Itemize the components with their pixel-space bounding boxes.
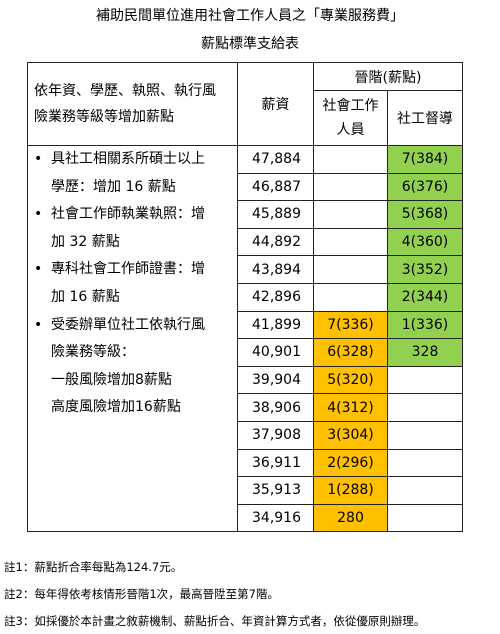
social-worker-cell (313, 200, 388, 229)
supervisor-cell: 7(384) (387, 145, 463, 174)
data-row: 41,899 7(336) 1(336) (28, 310, 463, 340)
social-worker-cell: 5(320) (313, 365, 388, 395)
criteria-line: • 受委辦單位社工依執行風 (28, 312, 237, 340)
supervisor-cell (387, 476, 463, 505)
salary-cell: 45,889 (237, 200, 314, 229)
criteria-text: 專科社會工作師證書：增 (51, 261, 205, 278)
salary-cell: 38,906 (237, 393, 314, 422)
header-line: 險業務等級等增加薪點 (34, 109, 174, 125)
social-worker-cell: 4(312) (313, 393, 388, 422)
salary-cell: 46,887 (237, 172, 314, 202)
note: 註2：每年得依考核情形晉階1次，最高晉陞至第7階。 (4, 587, 279, 601)
salary-cell: 40,901 (237, 338, 314, 367)
criteria-line: 加 32 薪點 (28, 229, 237, 257)
title: 補助民間單位進用社會工作人員之「專業服務費」 (96, 8, 404, 24)
salary-cell: 39,904 (237, 365, 314, 395)
data-row: 44,892 4(360) (28, 227, 463, 257)
criteria-line: 學歷：增加 16 薪點 (28, 174, 237, 202)
salary-table: 依年資、學歷、執照、執行風 險業務等級等增加薪點 薪資 晉階(薪點) 社會工作 人員 社工督… (27, 62, 463, 533)
data-row: 42,896 2(344) (28, 282, 463, 312)
criteria-line: 一般風險增加8薪點 (28, 367, 237, 395)
social-worker-cell: 7(336) (313, 310, 388, 340)
supervisor-cell: 3(352) (387, 255, 463, 284)
bullet: • (34, 261, 43, 278)
supervisor-header: 社工督導 (387, 90, 463, 146)
social-worker-cell: 6(328) (313, 338, 388, 367)
salary-header: 薪資 (237, 62, 314, 146)
data-row: 35,913 1(288) (28, 476, 463, 505)
criteria-text: 社會工作師執業執照：增 (51, 206, 205, 223)
subtitle: 薪點標準支給表 (201, 36, 299, 52)
salary-cell: 35,913 (237, 476, 314, 505)
criteria-text: 學歷：增加 16 薪點 (51, 178, 176, 195)
salary-cell: 36,911 (237, 448, 314, 478)
bullet: • (34, 316, 43, 333)
data-row: 46,887 6(376) (28, 172, 463, 202)
supervisor-cell (387, 420, 463, 450)
criteria-line: • 專科社會工作師證書：增 (28, 256, 237, 284)
supervisor-cell (387, 448, 463, 478)
salary-cell: 37,908 (237, 420, 314, 450)
supervisor-cell: 328 (387, 338, 463, 367)
data-row: 45,889 5(368) (28, 200, 463, 229)
salary-cell: 43,894 (237, 255, 314, 284)
header-row: 依年資、學歷、執照、執行風 險業務等級等增加薪點 薪資 晉階(薪點) (27, 62, 463, 146)
criteria-text: 加 32 薪點 (51, 233, 120, 250)
data-row: 37,908 3(304) (28, 420, 463, 450)
salary-cell: 47,884 (237, 145, 314, 174)
data-row: • 具社工相關系所碩士以上 學歷：增加 16 薪點 • 社會工作師執業執照：增加 32 … (27, 144, 463, 533)
supervisor-cell: 2(344) (387, 282, 463, 312)
header-line: 社會工作 (322, 98, 379, 114)
criteria-text: 加 16 薪點 (51, 288, 120, 305)
bullet: • (34, 151, 43, 167)
data-row: 39,904 5(320) (28, 365, 463, 395)
social-worker-header: 社會工作 人員 (313, 90, 388, 146)
data-row: 40,901 6(328) 328 (28, 338, 463, 367)
social-worker-cell (313, 255, 388, 284)
criteria-cell: • 具社工相關系所碩士以上 學歷：增加 16 薪點 • 社會工作師執業執照：增加 32 … (27, 144, 238, 533)
header-line: 人員 (336, 122, 365, 138)
note: 註1：薪點折合率每點為124.7元。 (4, 560, 183, 574)
social-worker-cell (313, 172, 388, 202)
criteria-text: 高度風險增加16薪點 (51, 399, 181, 416)
criteria-text: 受委辦單位社工依執行風 (51, 316, 205, 333)
criteria-line: • 社會工作師執業執照：增 (28, 201, 237, 229)
criteria-header: 依年資、學歷、執照、執行風 險業務等級等增加薪點 (27, 62, 238, 146)
social-worker-cell: 2(296) (313, 448, 388, 478)
criteria-line: 加 16 薪點 (28, 284, 237, 312)
note: 註3：如採優於本計畫之敘薪機制、薪點折合、年資計算方式者，依從優原則辦理。 (4, 614, 426, 628)
supervisor-cell (387, 393, 463, 422)
criteria-line: 高度風險增加16薪點 (28, 394, 237, 422)
supervisor-cell: 1(336) (387, 310, 463, 340)
supervisor-cell: 4(360) (387, 227, 463, 257)
header-row: 社會工作 人員 社工督導 (28, 90, 463, 146)
social-worker-cell: 1(288) (313, 476, 388, 505)
supervisor-cell: 6(376) (387, 172, 463, 202)
criteria-text: 險業務等級： (51, 344, 135, 361)
criteria-text: 一般風險增加8薪點 (51, 371, 172, 388)
social-worker-cell: 280 (313, 503, 388, 533)
salary-cell: 34,916 (237, 503, 314, 533)
supervisor-cell (387, 503, 463, 533)
social-worker-cell (313, 145, 388, 174)
criteria-line: 險業務等級： (28, 339, 237, 367)
supervisor-cell: 5(368) (387, 200, 463, 229)
salary-cell: 44,892 (237, 227, 314, 257)
data-row: 43,894 3(352) (28, 255, 463, 284)
header-line: 依年資、學歷、執照、執行風 (34, 83, 216, 99)
promotion-header: 晉階(薪點) (313, 62, 463, 91)
salary-cell: 41,899 (237, 310, 314, 340)
data-row: 36,911 2(296) (28, 448, 463, 478)
supervisor-cell (387, 365, 463, 395)
criteria-text: 具社工相關系所碩士以上 (51, 151, 205, 167)
social-worker-cell (313, 227, 388, 257)
social-worker-cell (313, 282, 388, 312)
criteria-line: • 具社工相關系所碩士以上 (28, 146, 237, 174)
data-row: 34,916 280 (28, 503, 463, 533)
social-worker-cell: 3(304) (313, 420, 388, 450)
bullet: • (34, 206, 43, 223)
salary-cell: 42,896 (237, 282, 314, 312)
